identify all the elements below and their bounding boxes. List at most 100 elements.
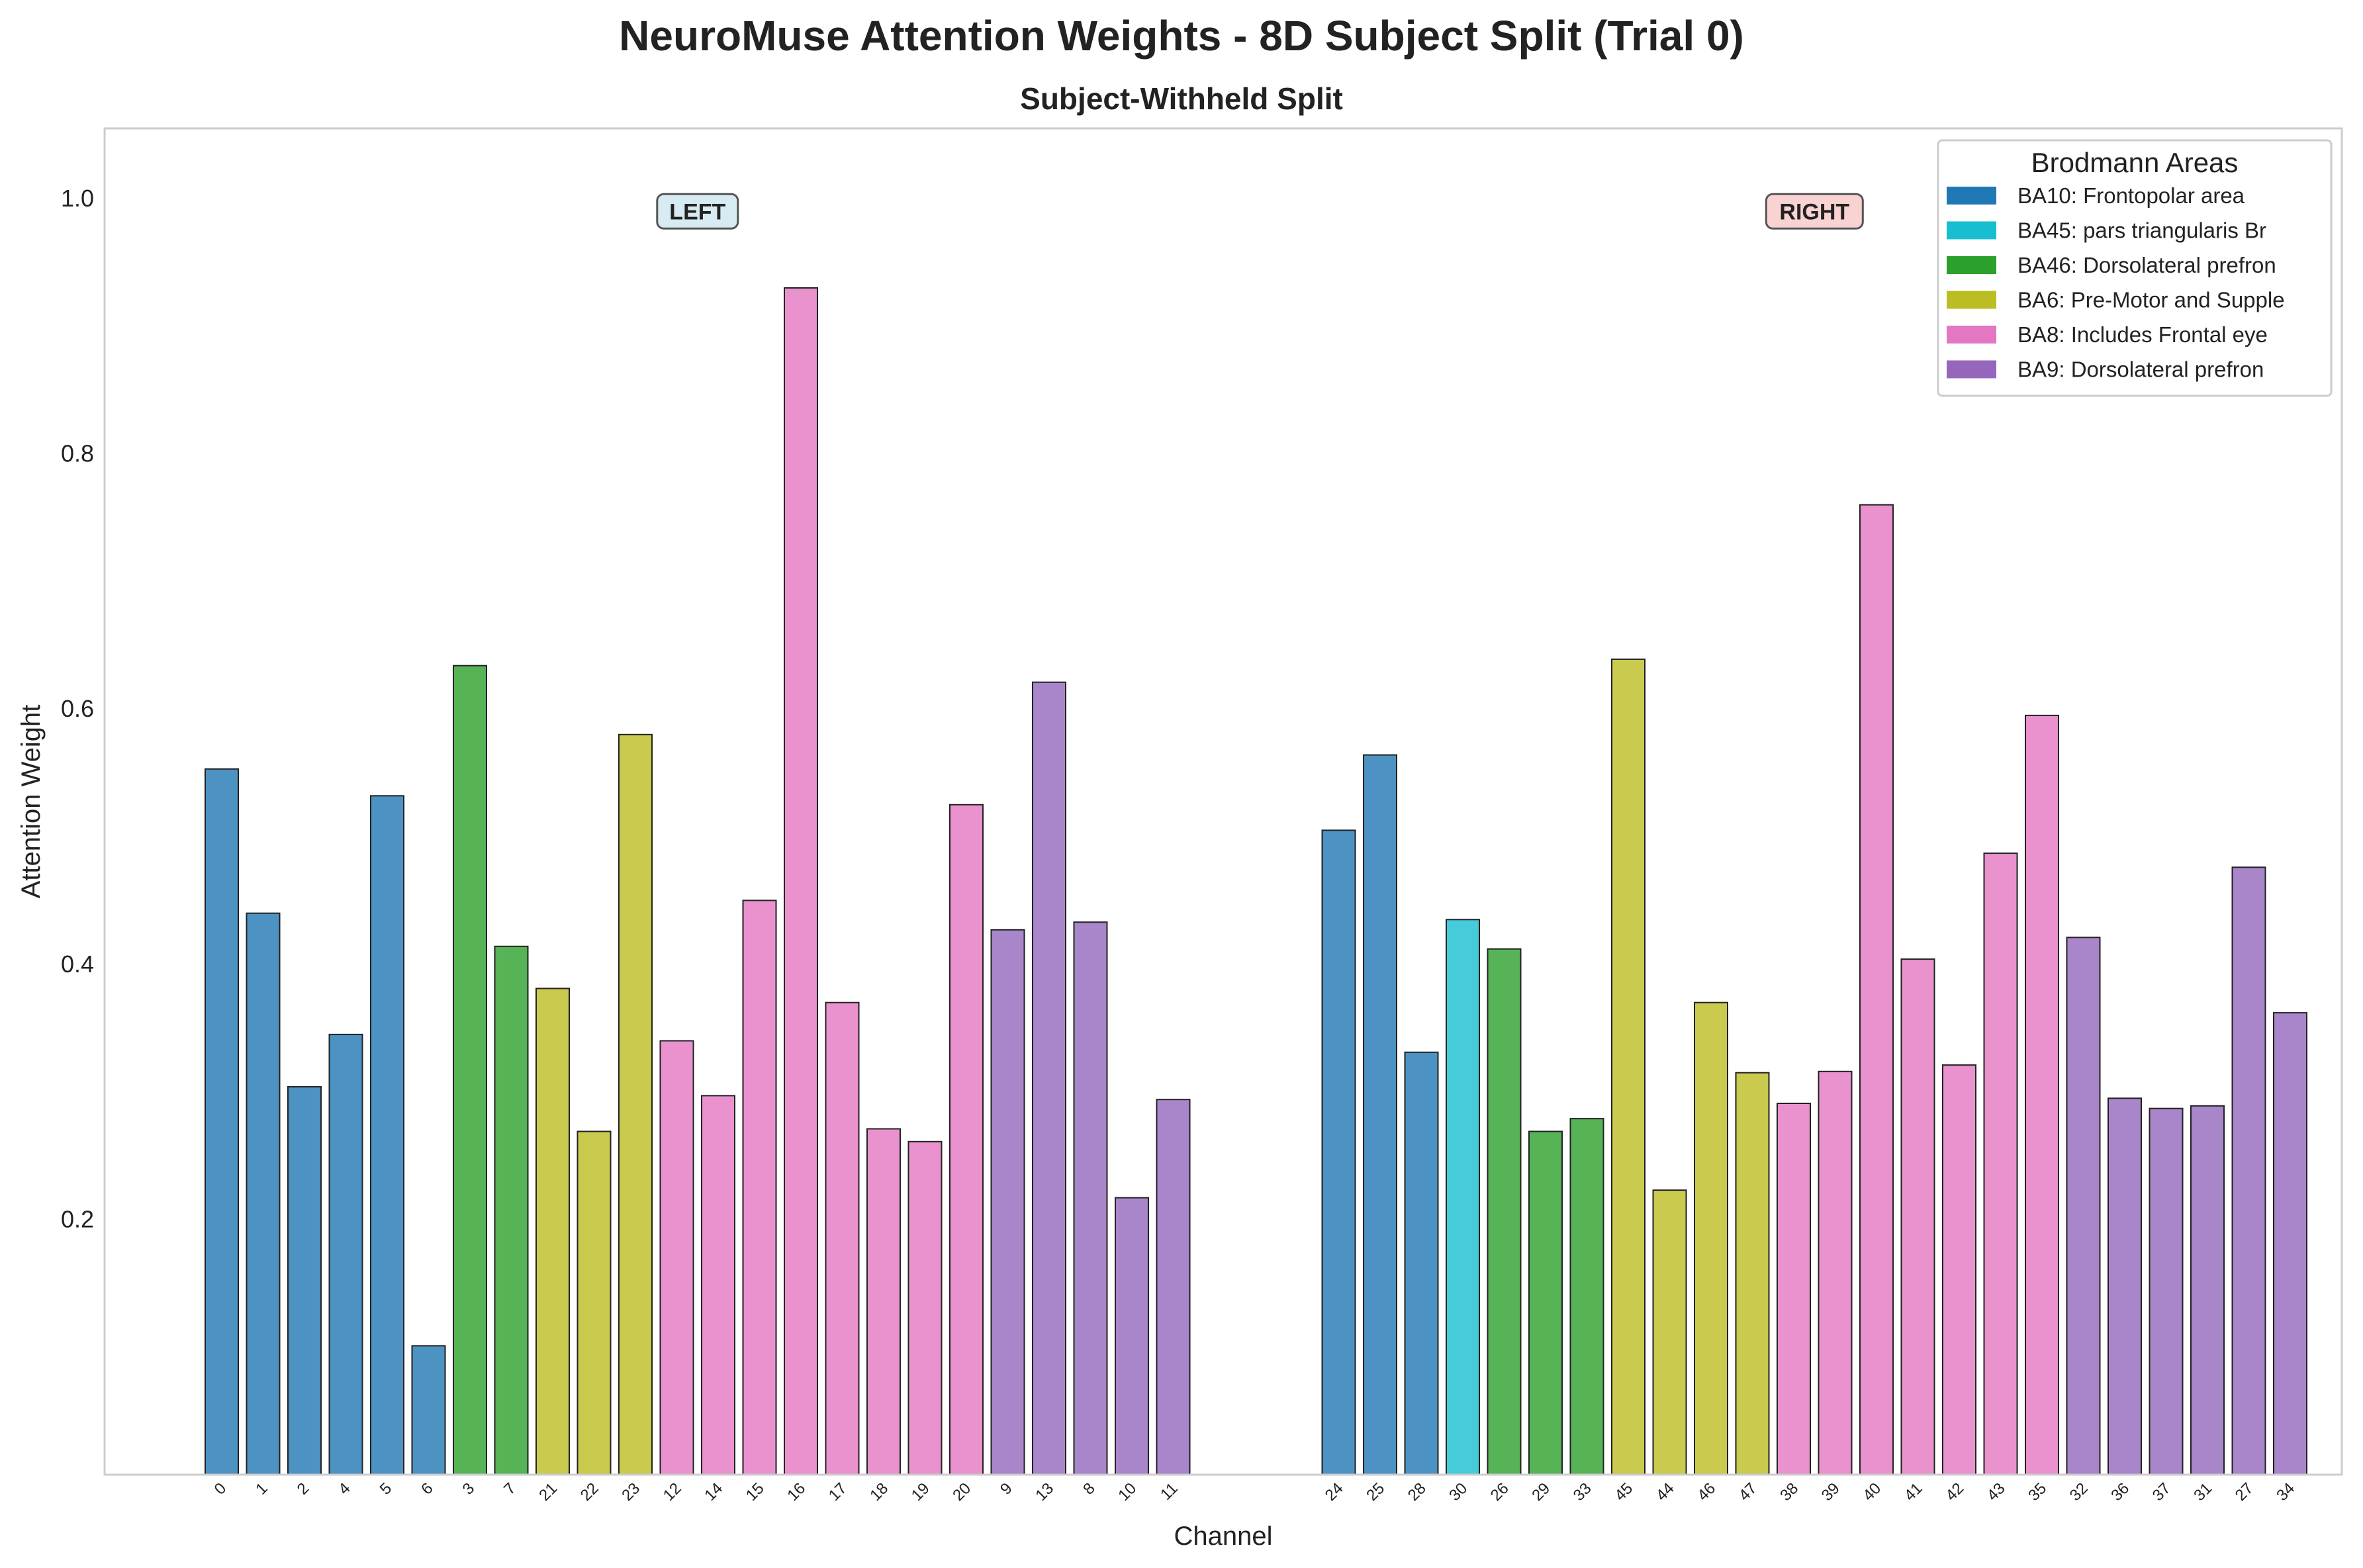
bar-channel-30 bbox=[1446, 919, 1480, 1476]
x-tick-label: 47 bbox=[1736, 1479, 1761, 1504]
y-tick-label: 0.2 bbox=[61, 1205, 94, 1232]
x-tick-label: 5 bbox=[377, 1479, 396, 1499]
bar-channel-45 bbox=[1611, 659, 1645, 1475]
x-tick-label: 46 bbox=[1694, 1479, 1719, 1504]
x-tick-label: 17 bbox=[825, 1479, 851, 1504]
bar-channel-34 bbox=[2273, 1012, 2307, 1475]
legend-label: BA46: Dorsolateral prefron bbox=[2017, 253, 2276, 277]
x-tick-label: 44 bbox=[1653, 1479, 1678, 1504]
bar-channel-1 bbox=[246, 912, 281, 1475]
bar-channel-36 bbox=[2108, 1097, 2142, 1476]
x-tick-label: 25 bbox=[1363, 1479, 1388, 1504]
x-tick-label: 41 bbox=[1901, 1479, 1926, 1504]
hemisphere-label: RIGHT bbox=[1779, 199, 1849, 224]
x-tick-label: 14 bbox=[701, 1479, 726, 1504]
x-tick-label: 15 bbox=[743, 1479, 768, 1504]
y-axis-ticks: 0.2 0.4 0.6 0.8 1.0 bbox=[61, 185, 94, 1232]
x-tick-label: 21 bbox=[535, 1479, 561, 1504]
bar-channel-8 bbox=[1073, 921, 1108, 1475]
legend-label: BA45: pars triangularis Br bbox=[2017, 218, 2266, 243]
bar-channel-22 bbox=[577, 1130, 612, 1475]
bar-channel-47 bbox=[1735, 1072, 1770, 1475]
x-tick-label: 35 bbox=[2025, 1479, 2050, 1504]
legend-title: Brodmann Areas bbox=[2031, 147, 2239, 178]
x-tick-label: 10 bbox=[1115, 1479, 1140, 1504]
legend-entries: BA10: Frontopolar area BA45: pars triangu… bbox=[1947, 183, 2285, 382]
x-tick-label: 22 bbox=[577, 1479, 602, 1504]
bar-channel-24 bbox=[1321, 829, 1356, 1475]
bar-channel-4 bbox=[328, 1033, 363, 1475]
bar-channel-42 bbox=[1942, 1064, 1976, 1475]
x-tick-label: 33 bbox=[1570, 1479, 1595, 1504]
x-tick-label: 24 bbox=[1322, 1479, 1347, 1504]
bar-channel-0 bbox=[205, 768, 239, 1475]
x-tick-label: 0 bbox=[211, 1479, 230, 1499]
bar-channel-2 bbox=[287, 1085, 322, 1475]
x-tick-label: 18 bbox=[866, 1479, 892, 1504]
legend-box bbox=[1937, 139, 2333, 397]
bar-channel-32 bbox=[2066, 937, 2101, 1476]
legend: Brodmann Areas BA10: Frontopolar area BA4… bbox=[1937, 139, 2333, 397]
x-tick-label: 9 bbox=[997, 1479, 1016, 1499]
x-tick-label: 8 bbox=[1080, 1479, 1099, 1499]
x-tick-label: 11 bbox=[1157, 1479, 1182, 1504]
bar-channel-33 bbox=[1569, 1118, 1604, 1475]
chart-title: NeuroMuse Attention Weights - 8D Subject… bbox=[619, 12, 1744, 60]
legend-swatch-ba46 bbox=[1947, 256, 1996, 274]
bar-channel-37 bbox=[2149, 1107, 2184, 1475]
bar-channel-25 bbox=[1363, 754, 1397, 1475]
legend-label: BA9: Dorsolateral prefron bbox=[2017, 357, 2264, 382]
bar-channel-38 bbox=[1777, 1103, 1811, 1475]
x-tick-label: 1 bbox=[252, 1479, 271, 1499]
bar-channel-28 bbox=[1404, 1051, 1439, 1476]
x-tick-label: 37 bbox=[2149, 1479, 2174, 1504]
bar-channel-41 bbox=[1900, 958, 1935, 1475]
legend-label: BA8: Includes Frontal eye bbox=[2017, 322, 2268, 347]
x-tick-label: 28 bbox=[1405, 1479, 1430, 1504]
x-tick-label: 26 bbox=[1487, 1479, 1512, 1504]
x-tick-label: 32 bbox=[2066, 1479, 2092, 1504]
x-tick-label: 12 bbox=[660, 1479, 685, 1504]
chart-subtitle: Subject-Withheld Split bbox=[1020, 81, 1343, 116]
x-tick-label: 27 bbox=[2232, 1479, 2257, 1504]
legend-swatch-ba10 bbox=[1947, 187, 1996, 205]
hemisphere-labels: LEFT RIGHT bbox=[656, 193, 1864, 230]
y-tick-label: 1.0 bbox=[61, 185, 94, 212]
legend-label: BA10: Frontopolar area bbox=[2017, 183, 2245, 208]
x-axis-label: Channel bbox=[1174, 1522, 1272, 1551]
x-tick-label: 2 bbox=[294, 1479, 313, 1499]
y-tick-label: 0.8 bbox=[61, 440, 94, 467]
x-tick-label: 45 bbox=[1611, 1479, 1636, 1504]
x-tick-label: 38 bbox=[1777, 1479, 1802, 1504]
legend-swatch-ba8 bbox=[1947, 326, 1996, 344]
bar-channel-10 bbox=[1115, 1197, 1149, 1475]
bar-channel-6 bbox=[411, 1345, 446, 1476]
bar-channel-19 bbox=[907, 1140, 943, 1476]
legend-swatch-ba9 bbox=[1947, 360, 1996, 379]
bar-channel-5 bbox=[370, 795, 404, 1475]
x-tick-label: 13 bbox=[1032, 1479, 1057, 1504]
bar-channel-18 bbox=[866, 1128, 901, 1475]
bar-channel-39 bbox=[1818, 1070, 1853, 1476]
plot-frame bbox=[103, 127, 2343, 1476]
x-tick-label: 42 bbox=[1942, 1479, 1967, 1504]
x-tick-label: 4 bbox=[335, 1479, 354, 1499]
x-tick-label: 31 bbox=[2190, 1479, 2215, 1504]
bar-channel-20 bbox=[949, 804, 984, 1476]
bar-channel-7 bbox=[494, 945, 529, 1476]
bar-channel-21 bbox=[535, 988, 570, 1475]
bar-channel-23 bbox=[618, 733, 653, 1475]
bar-channel-15 bbox=[742, 899, 777, 1475]
bar-channel-31 bbox=[2190, 1105, 2225, 1476]
bar-channel-27 bbox=[2231, 866, 2266, 1476]
hemisphere-label: LEFT bbox=[669, 199, 725, 224]
x-tick-label: 7 bbox=[500, 1479, 520, 1499]
x-tick-label: 36 bbox=[2108, 1479, 2133, 1504]
bar-channel-26 bbox=[1487, 948, 1522, 1475]
bar-channel-11 bbox=[1156, 1099, 1191, 1475]
bar-channel-46 bbox=[1694, 1001, 1728, 1475]
bar-channel-3 bbox=[453, 665, 487, 1476]
x-axis-ticks: 0 1 2 4 5 6 3 7 21 22 23 12 14 15 16 17 18 19 20 9 13 8 10 11 24… bbox=[211, 1479, 2299, 1504]
y-tick-label: 0.6 bbox=[61, 695, 94, 722]
